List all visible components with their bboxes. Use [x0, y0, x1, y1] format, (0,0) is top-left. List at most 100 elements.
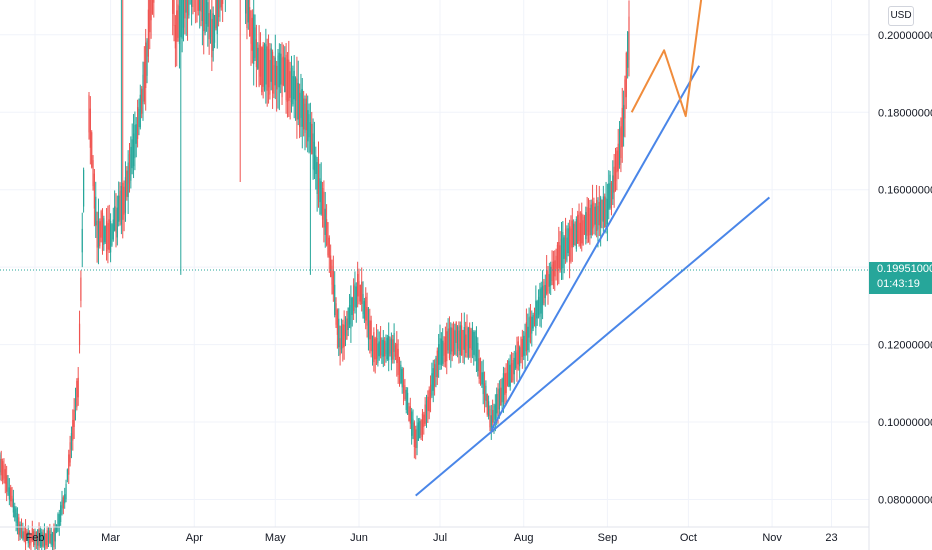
- candle-down: [415, 429, 417, 449]
- candle-down: [625, 52, 627, 98]
- candle-up: [405, 389, 407, 410]
- candle-down: [31, 528, 33, 541]
- candle-up: [294, 77, 297, 101]
- candle-down: [616, 150, 618, 173]
- currency-label[interactable]: USD: [888, 6, 914, 26]
- candle-down: [521, 339, 523, 358]
- candle-up: [43, 528, 46, 548]
- candle-down: [299, 92, 301, 128]
- candle-down: [483, 383, 486, 401]
- candle-up: [344, 321, 347, 336]
- candle-down: [115, 209, 117, 233]
- candle-up: [454, 330, 456, 355]
- candle-up: [542, 285, 544, 306]
- time-tick-label: Apr: [186, 532, 203, 544]
- projection-path[interactable]: [630, 0, 718, 118]
- candle-up: [209, 10, 212, 37]
- candle-down: [470, 330, 472, 357]
- candle-up: [114, 206, 116, 231]
- candle-down: [429, 384, 432, 400]
- support-steep-trendline[interactable]: [490, 65, 701, 431]
- candle-down: [73, 409, 75, 427]
- candle-up: [600, 197, 602, 228]
- candle-down: [458, 330, 460, 351]
- candle-up: [416, 425, 418, 448]
- candle-down: [150, 0, 152, 21]
- candle-down: [408, 406, 410, 422]
- chart-drawings[interactable]: [154, 0, 771, 497]
- candle-down: [317, 159, 320, 200]
- candle-up: [56, 525, 58, 533]
- candle-up: [515, 352, 517, 368]
- candle-down: [141, 88, 143, 114]
- candle-down: [305, 98, 307, 131]
- candle-up: [253, 14, 255, 65]
- candle-up: [494, 404, 496, 420]
- candle-up: [50, 534, 52, 545]
- candle-up: [348, 304, 351, 325]
- candle-up: [537, 296, 540, 315]
- candle-down: [624, 79, 626, 119]
- candle-down: [330, 255, 332, 277]
- candle-up: [350, 296, 352, 329]
- candle-down: [261, 47, 263, 93]
- candle-up: [308, 114, 310, 138]
- candle-up: [304, 103, 306, 133]
- candle-down: [151, 0, 154, 14]
- candle-down: [598, 201, 600, 226]
- candle-up: [182, 0, 185, 28]
- time-axis[interactable]: Feb Mar Apr May Jun Jul Aug Sep Oct Nov 23: [26, 532, 838, 544]
- candle-down: [571, 220, 573, 248]
- candle-down: [505, 372, 507, 394]
- candle-down: [30, 533, 32, 544]
- candle-down: [420, 419, 422, 436]
- candle-down: [143, 61, 145, 102]
- candle-up: [439, 338, 441, 365]
- candle-up: [95, 196, 97, 226]
- candle-down: [211, 18, 213, 58]
- candle-up: [585, 212, 587, 240]
- candle-up: [597, 205, 599, 230]
- candle-down: [529, 316, 532, 343]
- candle-down: [173, 0, 175, 26]
- candle-up: [612, 175, 614, 200]
- support-long-trendline[interactable]: [415, 196, 771, 497]
- candle-down: [486, 393, 488, 415]
- candle-up: [535, 300, 537, 329]
- candle-down: [26, 531, 28, 539]
- candle-up: [309, 122, 311, 153]
- candle-up: [130, 146, 132, 181]
- candle-down: [42, 533, 44, 546]
- candle-up: [284, 57, 286, 93]
- candle-up: [0, 454, 1, 473]
- candle-up: [338, 318, 340, 348]
- time-tick-label: Oct: [680, 532, 697, 544]
- candle-up: [496, 394, 498, 414]
- candle-up: [523, 335, 525, 356]
- candle-up: [493, 405, 495, 423]
- last-price-tag: 0.19951000 01:43:19: [869, 262, 932, 294]
- candle-down: [69, 442, 71, 463]
- candle-down: [357, 273, 359, 297]
- candle-up: [58, 514, 60, 527]
- time-tick-label: 23: [825, 532, 837, 544]
- candle-down: [461, 325, 463, 356]
- candle-down: [543, 281, 545, 304]
- candle-down: [262, 44, 264, 87]
- candle-down: [578, 212, 580, 241]
- price-tick-label: 0.08000000: [878, 495, 932, 507]
- candle-up: [135, 124, 137, 144]
- candle-down: [6, 475, 8, 492]
- candle-down: [0, 458, 2, 476]
- candle-down: [452, 329, 455, 356]
- candle-up: [41, 531, 43, 547]
- price-axis[interactable]: 0.320000000.300000000.280000000.26000000…: [878, 0, 932, 507]
- candle-down: [288, 59, 290, 101]
- candle-down: [370, 320, 372, 352]
- candle-up: [312, 133, 314, 170]
- candle-down: [434, 364, 436, 387]
- candle-down: [203, 0, 205, 32]
- candle-up: [118, 195, 120, 222]
- candle-down: [250, 11, 252, 44]
